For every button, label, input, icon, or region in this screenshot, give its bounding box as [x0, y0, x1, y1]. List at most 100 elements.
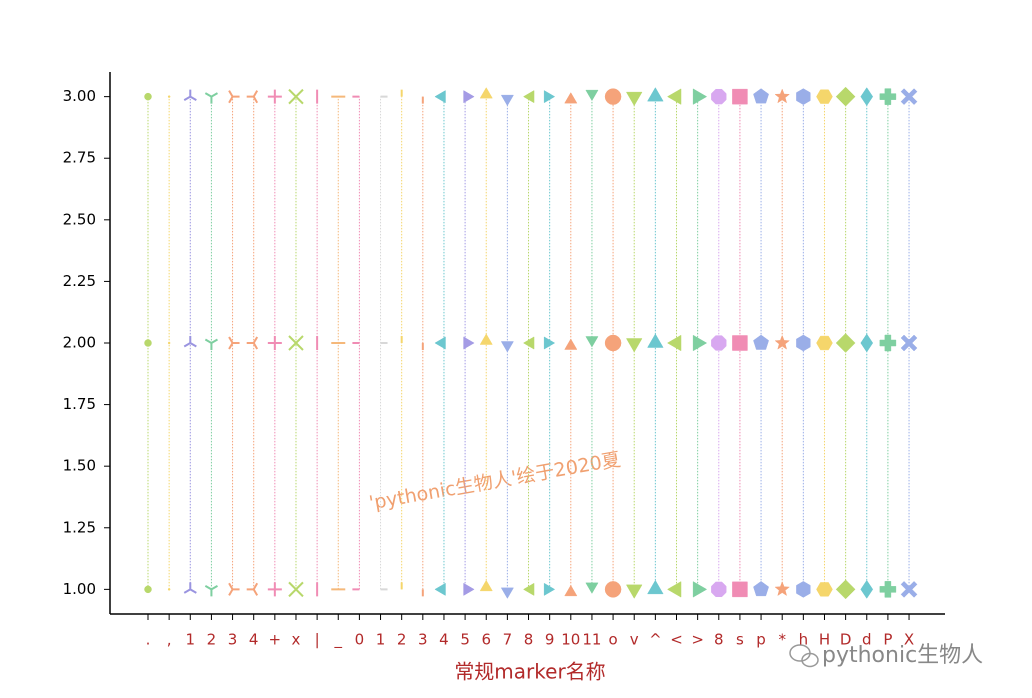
marker	[732, 581, 748, 598]
marker	[246, 90, 259, 104]
marker	[523, 90, 535, 104]
marker	[479, 333, 493, 345]
marker	[204, 584, 218, 597]
x-tick-label: o	[608, 631, 617, 649]
x-tick-label: 2	[207, 631, 217, 649]
x-tick-label: d	[862, 631, 872, 649]
marker	[860, 87, 874, 107]
marker	[434, 90, 446, 104]
marker	[732, 335, 748, 351]
y-tick-label: 1.00	[63, 580, 96, 598]
marker	[753, 581, 769, 597]
marker	[167, 95, 171, 98]
x-tick-label: 4	[439, 631, 449, 649]
marker	[835, 333, 856, 353]
marker	[144, 92, 152, 101]
marker	[816, 89, 833, 104]
marker	[692, 581, 708, 598]
marker	[523, 336, 535, 350]
marker	[183, 582, 197, 594]
y-tick-label: 2.25	[63, 272, 96, 290]
marker	[667, 88, 682, 105]
x-tick-label: 2	[397, 631, 407, 649]
marker	[879, 88, 897, 105]
x-tick-label: 7	[503, 631, 513, 649]
y-tick-label: 3.00	[63, 87, 96, 105]
marker	[774, 334, 790, 350]
x-tick-label: 8	[714, 631, 724, 649]
x-tick-label: .	[146, 631, 151, 649]
marker	[860, 579, 874, 599]
marker	[204, 92, 218, 104]
marker	[228, 336, 240, 350]
x-tick-label: ^	[649, 631, 662, 649]
marker	[732, 88, 748, 105]
y-tick-label: 2.75	[63, 149, 96, 167]
marker	[879, 334, 897, 352]
marker	[796, 88, 811, 105]
marker	[267, 89, 282, 104]
marker	[585, 89, 599, 102]
marker	[879, 581, 897, 598]
marker	[796, 581, 811, 598]
marker	[667, 581, 682, 598]
marker	[816, 335, 833, 351]
x-tick-label: 1	[186, 631, 196, 649]
marker	[204, 338, 218, 350]
x-tick-label: +	[269, 631, 282, 649]
marker	[667, 334, 682, 352]
marker	[228, 90, 240, 104]
x-tick-label: p	[756, 631, 766, 649]
x-tick-label: 3	[228, 631, 238, 649]
marker	[585, 582, 599, 594]
x-tick-label: 1	[376, 631, 386, 649]
marker	[625, 91, 643, 107]
x-tick-label: 9	[545, 631, 555, 649]
marker	[564, 584, 578, 597]
credit: pythonic生物人	[822, 643, 983, 668]
marker	[711, 335, 727, 351]
marker	[835, 579, 856, 600]
marker	[835, 86, 856, 107]
y-tick-label: 1.25	[63, 518, 96, 536]
y-tick-label: 2.00	[63, 334, 96, 352]
marker	[543, 336, 556, 350]
x-tick-label: _	[334, 631, 343, 650]
marker	[543, 582, 556, 596]
marker	[647, 87, 664, 102]
marker	[434, 582, 446, 596]
marker	[860, 333, 874, 353]
x-tick-label: h	[799, 631, 809, 649]
marker	[816, 582, 833, 597]
marker	[564, 338, 578, 350]
y-tick-label: 1.75	[63, 395, 96, 413]
marker	[796, 334, 811, 352]
marker	[604, 581, 622, 598]
y-tick-label: 1.50	[63, 457, 96, 475]
marker	[711, 88, 727, 105]
y-tick-label: 2.50	[63, 210, 96, 228]
marker	[479, 579, 493, 592]
watermark: 'pythonic生物人'绘于2020夏	[367, 449, 622, 515]
marker	[167, 341, 171, 345]
marker	[692, 88, 708, 105]
marker	[288, 88, 304, 105]
marker	[246, 336, 259, 350]
marker	[543, 90, 556, 104]
marker	[523, 582, 535, 596]
marker	[246, 582, 259, 596]
x-tick-label: ,	[167, 631, 172, 649]
marker	[183, 89, 197, 102]
marker	[625, 338, 643, 353]
x-tick-label: D	[840, 631, 852, 649]
marker	[500, 587, 514, 599]
marker	[711, 581, 727, 598]
marker	[604, 88, 622, 105]
x-tick-label: 0	[355, 631, 365, 649]
x-axis-label: 常规marker名称	[454, 660, 605, 684]
marker	[288, 335, 304, 351]
marker	[500, 341, 514, 353]
marker	[267, 336, 282, 350]
x-tick-label: 3	[418, 631, 428, 649]
